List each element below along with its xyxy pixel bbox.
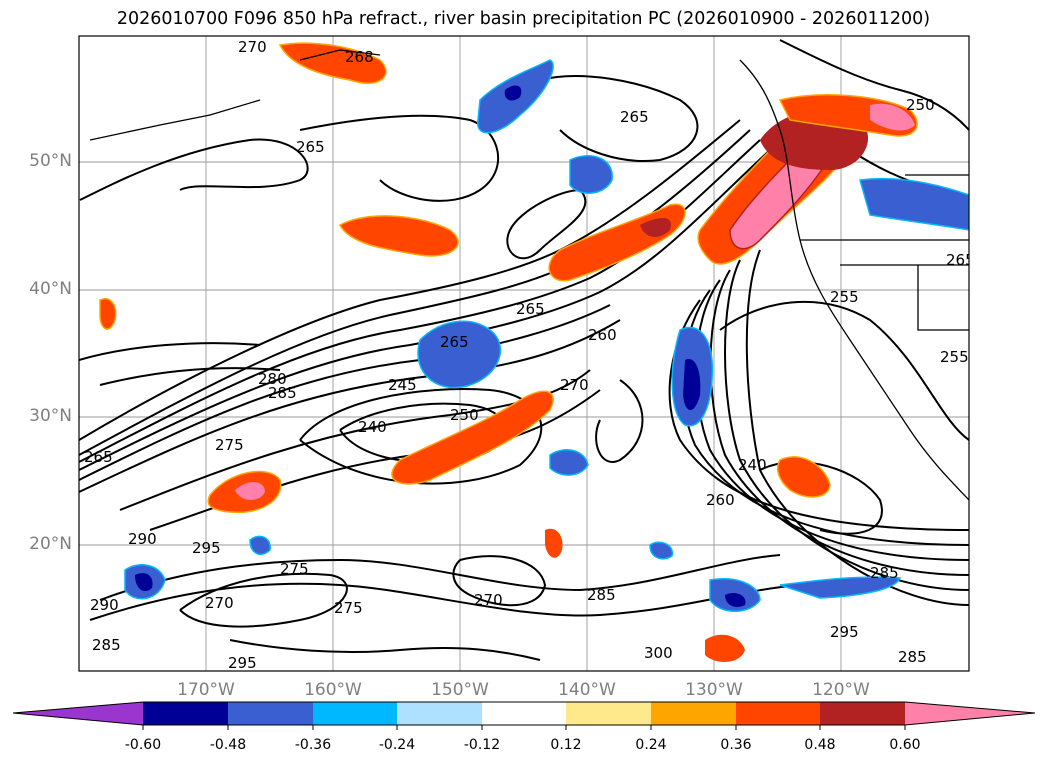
lon-label: 140°W <box>558 680 616 700</box>
precip-pc-shading <box>99 42 969 662</box>
contour-label: 265 <box>296 138 325 156</box>
contour-label: 285 <box>268 384 297 402</box>
contour-label: 255 <box>940 348 969 366</box>
contour-label: 270 <box>205 594 234 612</box>
contour-label: 275 <box>334 599 363 617</box>
colorbar-tick-label: 0.48 <box>804 737 836 753</box>
contour-label: 268 <box>345 48 374 66</box>
contour-label: 265 <box>620 108 649 126</box>
colorbar-segment <box>566 702 651 725</box>
map-title: 2026010700 F096 850 hPa refract., river … <box>116 9 931 29</box>
contour-label: 290 <box>90 596 119 614</box>
colorbar-segment <box>228 702 313 725</box>
coastline <box>89 49 969 501</box>
map-plot-area: 270 268 265 250 265 265 265 260 285 280 … <box>79 36 975 672</box>
colorbar-segment <box>313 702 397 725</box>
contour-label: 260 <box>588 326 617 344</box>
contour-label: 255 <box>830 288 859 306</box>
lat-label: 30°N <box>29 406 72 426</box>
colorbar-tick-label: 0.12 <box>550 737 582 753</box>
contour-label: 295 <box>830 623 859 641</box>
colorbar-segment <box>736 702 820 725</box>
colorbar-tick-label: -0.12 <box>463 737 501 753</box>
colorbar-tick-label: 0.36 <box>720 737 752 753</box>
lat-label: 50°N <box>29 151 72 171</box>
lat-label: 40°N <box>29 279 72 299</box>
contour-label: 270 <box>560 376 589 394</box>
colorbar-tick-label: -0.36 <box>294 737 332 753</box>
colorbar-tick-label: -0.48 <box>209 737 247 753</box>
colorbar-segment <box>651 702 736 725</box>
contour-label: 270 <box>474 591 503 609</box>
lon-label: 170°W <box>177 680 235 700</box>
colorbar-extend-high <box>905 702 1035 725</box>
contour-label: 285 <box>870 564 899 582</box>
colorbar-tick-label: -0.60 <box>124 737 162 753</box>
contour-label: 270 <box>238 38 267 56</box>
contour-label: 275 <box>280 560 309 578</box>
contour-label: 285 <box>587 586 616 604</box>
contour-label: 265 <box>440 333 469 351</box>
contour-label: 280 <box>258 370 287 388</box>
contour-label: 260 <box>706 491 735 509</box>
lat-label: 20°N <box>29 534 72 554</box>
lon-label: 130°W <box>685 680 743 700</box>
lon-label: 120°W <box>812 680 870 700</box>
contour-label: 240 <box>358 418 387 436</box>
contour-labels: 270 268 265 250 265 265 265 260 285 280 … <box>84 38 975 672</box>
colorbar-tick-label: 0.24 <box>635 737 667 753</box>
colorbar-segment <box>397 702 482 725</box>
contour-label: 290 <box>128 530 157 548</box>
contour-label: 250 <box>906 96 935 114</box>
contour-label: 240 <box>738 456 767 474</box>
contour-label: 265 <box>946 251 975 269</box>
contour-label: 285 <box>898 648 927 666</box>
colorbar-segment <box>482 702 566 725</box>
contour-label: 245 <box>388 376 417 394</box>
colorbar-tick-label: -0.24 <box>378 737 416 753</box>
contour-label: 265 <box>516 300 545 318</box>
contour-label: 295 <box>192 539 221 557</box>
contour-label: 275 <box>215 436 244 454</box>
colorbar-tick-label: 0.60 <box>889 737 921 753</box>
colorbar-segment <box>143 702 228 725</box>
lon-label: 150°W <box>431 680 489 700</box>
contour-label: 300 <box>644 644 673 662</box>
contour-label: 285 <box>92 636 121 654</box>
contour-label: 295 <box>228 654 257 672</box>
lon-label: 160°W <box>304 680 362 700</box>
map-frame <box>78 35 970 672</box>
colorbar <box>12 701 1036 730</box>
colorbar-extend-low <box>13 702 143 725</box>
contour-label: 265 <box>84 448 113 466</box>
contour-label: 250 <box>450 406 479 424</box>
colorbar-segment <box>820 702 905 725</box>
